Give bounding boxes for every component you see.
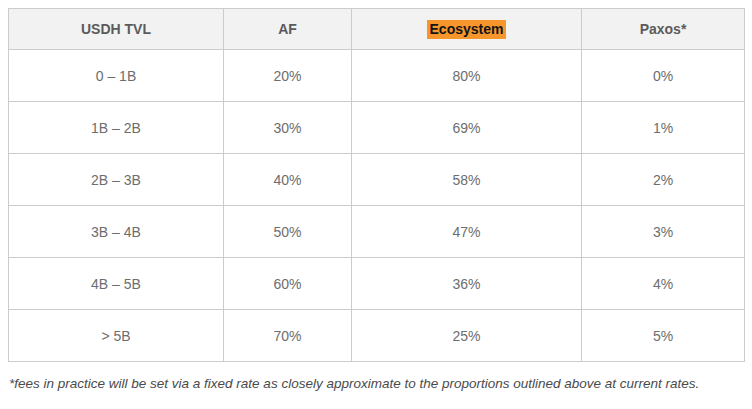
table-cell-ecosystem: 58%	[352, 154, 582, 206]
table-cell-paxos: 1%	[582, 102, 745, 154]
table-cell-tvl: 0 – 1B	[9, 50, 224, 102]
table-cell-ecosystem: 47%	[352, 206, 582, 258]
table-cell-af: 50%	[224, 206, 352, 258]
fee-distribution-table: USDH TVL AF Ecosystem Paxos* 0 – 1B 20% …	[8, 8, 745, 362]
footnote: *fees in practice will be set via a fixe…	[9, 376, 744, 391]
column-header-label: Paxos*	[640, 21, 687, 37]
table-cell-af: 60%	[224, 258, 352, 310]
table-row: 2B – 3B 40% 58% 2%	[9, 154, 745, 206]
table-row: 0 – 1B 20% 80% 0%	[9, 50, 745, 102]
column-header-af: AF	[224, 9, 352, 50]
table-cell-af: 30%	[224, 102, 352, 154]
table-cell-tvl: > 5B	[9, 310, 224, 362]
table-cell-af: 70%	[224, 310, 352, 362]
column-header-usdh-tvl: USDH TVL	[9, 9, 224, 50]
table-body: 0 – 1B 20% 80% 0% 1B – 2B 30% 69% 1% 2B …	[9, 50, 745, 362]
page: USDH TVL AF Ecosystem Paxos* 0 – 1B 20% …	[0, 0, 752, 409]
table-cell-ecosystem: 80%	[352, 50, 582, 102]
table-cell-af: 20%	[224, 50, 352, 102]
column-header-paxos: Paxos*	[582, 9, 745, 50]
ecosystem-highlight: Ecosystem	[427, 20, 507, 39]
table-cell-af: 40%	[224, 154, 352, 206]
column-header-label: AF	[278, 21, 297, 37]
table-cell-paxos: 4%	[582, 258, 745, 310]
table-cell-paxos: 5%	[582, 310, 745, 362]
table-cell-tvl: 3B – 4B	[9, 206, 224, 258]
table-cell-ecosystem: 25%	[352, 310, 582, 362]
table-row: > 5B 70% 25% 5%	[9, 310, 745, 362]
table-cell-tvl: 1B – 2B	[9, 102, 224, 154]
header-row: USDH TVL AF Ecosystem Paxos*	[9, 9, 745, 50]
table-cell-ecosystem: 36%	[352, 258, 582, 310]
table-cell-paxos: 0%	[582, 50, 745, 102]
table-header: USDH TVL AF Ecosystem Paxos*	[9, 9, 745, 50]
table-cell-tvl: 4B – 5B	[9, 258, 224, 310]
column-header-label: USDH TVL	[81, 21, 151, 37]
table-cell-tvl: 2B – 3B	[9, 154, 224, 206]
table-row: 3B – 4B 50% 47% 3%	[9, 206, 745, 258]
table-cell-paxos: 2%	[582, 154, 745, 206]
table-cell-ecosystem: 69%	[352, 102, 582, 154]
table-row: 1B – 2B 30% 69% 1%	[9, 102, 745, 154]
table-row: 4B – 5B 60% 36% 4%	[9, 258, 745, 310]
table-cell-paxos: 3%	[582, 206, 745, 258]
column-header-ecosystem: Ecosystem	[352, 9, 582, 50]
